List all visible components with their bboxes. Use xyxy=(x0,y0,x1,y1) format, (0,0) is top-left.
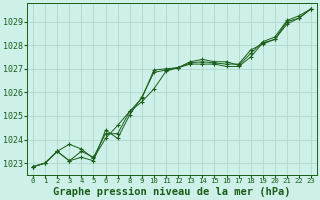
X-axis label: Graphe pression niveau de la mer (hPa): Graphe pression niveau de la mer (hPa) xyxy=(53,187,291,197)
